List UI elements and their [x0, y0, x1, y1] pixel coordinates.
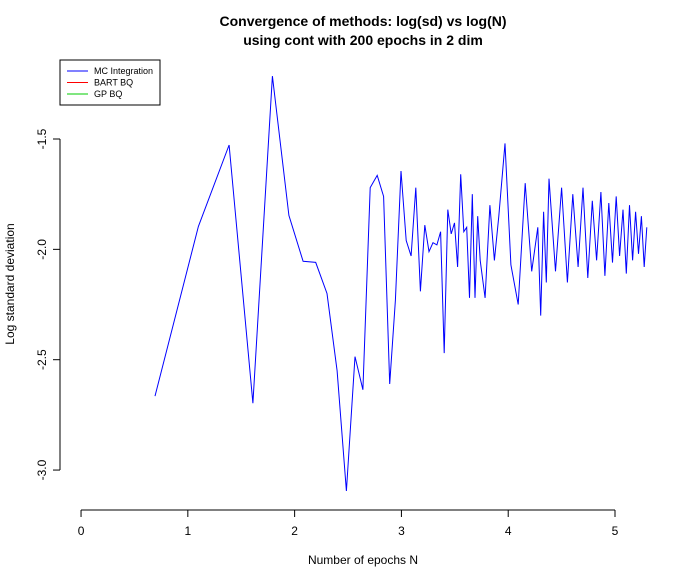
line-series — [154, 76, 648, 492]
legend-label: GP BQ — [94, 89, 122, 99]
y-tick-label: -2.0 — [35, 239, 49, 260]
legend-label: BART BQ — [94, 78, 133, 88]
y-tick-label: -2.5 — [35, 349, 49, 370]
y-tick-label: -3.0 — [35, 459, 49, 480]
x-tick-label: 3 — [398, 524, 405, 538]
y-tick-label: -1.5 — [35, 128, 49, 149]
x-tick-label: 0 — [78, 524, 85, 538]
chart-title: Convergence of methods: log(sd) vs log(N… — [219, 13, 506, 29]
chart-subtitle: using cont with 200 epochs in 2 dim — [243, 32, 483, 48]
x-tick-label: 5 — [612, 524, 619, 538]
x-tick-label: 1 — [184, 524, 191, 538]
x-tick-label: 4 — [505, 524, 512, 538]
legend-label: MC Integration — [94, 66, 153, 76]
x-tick-label: 2 — [291, 524, 298, 538]
y-axis-label: Log standard deviation — [3, 223, 17, 344]
x-axis-label: Number of epochs N — [308, 553, 418, 567]
